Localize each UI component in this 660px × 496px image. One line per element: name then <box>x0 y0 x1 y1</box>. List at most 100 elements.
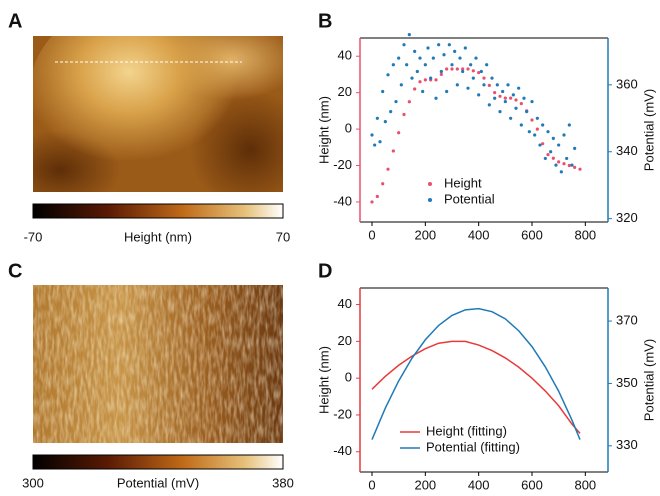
y-tick-label: 40 <box>338 296 352 311</box>
data-point <box>399 83 403 87</box>
data-point <box>490 76 494 80</box>
legend-label: Height <box>444 175 482 190</box>
data-point <box>410 76 414 80</box>
data-point <box>533 133 537 137</box>
y-tick-label: 40 <box>338 48 352 63</box>
data-point <box>386 73 390 77</box>
x-tick-label: 400 <box>468 477 490 491</box>
data-point <box>482 83 486 87</box>
data-point <box>493 91 497 95</box>
y-tick-label: -40 <box>333 193 352 208</box>
data-point <box>431 56 435 60</box>
data-point <box>474 56 478 60</box>
y-axis-label: Height (nm) <box>316 96 331 164</box>
legend-label: Height (fitting) <box>426 423 507 438</box>
data-point <box>458 56 462 60</box>
y2-tick-label: 370 <box>616 312 638 327</box>
data-point <box>559 170 563 174</box>
data-point <box>375 116 379 120</box>
data-point <box>445 67 449 71</box>
legend-label: Potential <box>444 191 495 206</box>
data-point <box>479 69 483 74</box>
data-point <box>447 43 451 47</box>
y2-tick-label: 320 <box>616 210 638 225</box>
data-point <box>477 71 481 75</box>
colorbar <box>32 203 284 219</box>
data-point <box>455 67 459 71</box>
data-point <box>498 110 502 114</box>
data-point <box>562 133 566 137</box>
data-point <box>423 78 427 82</box>
data-point <box>485 63 489 67</box>
data-point <box>407 33 411 37</box>
data-point <box>511 93 515 97</box>
data-point <box>434 78 438 82</box>
colorbar-label: Potential (mV) <box>117 475 199 490</box>
data-point <box>391 63 395 67</box>
data-point <box>389 110 393 114</box>
data-point <box>413 49 417 53</box>
data-point <box>546 130 550 134</box>
legend-label: Potential (fitting) <box>426 439 520 454</box>
data-point <box>554 163 558 167</box>
legend-marker <box>428 182 432 186</box>
data-point <box>503 96 507 100</box>
data-point <box>413 87 417 91</box>
y2-tick-label: 330 <box>616 437 638 452</box>
x-tick-label: 800 <box>574 477 596 491</box>
data-point <box>405 63 409 67</box>
x-tick-label: 600 <box>521 477 543 491</box>
y-tick-label: 20 <box>338 84 352 99</box>
data-point <box>370 133 374 137</box>
data-point <box>514 98 518 102</box>
data-point <box>402 43 406 47</box>
data-point <box>578 167 582 171</box>
data-point <box>418 80 422 84</box>
data-point <box>423 63 427 67</box>
data-point <box>381 182 385 186</box>
panel-label: B <box>318 10 332 32</box>
y-tick-label: 20 <box>338 333 352 348</box>
x-tick-label: 200 <box>414 477 436 491</box>
y-tick-label: -40 <box>333 443 352 458</box>
data-point <box>397 56 401 60</box>
data-point <box>495 83 499 87</box>
data-point <box>471 69 475 73</box>
data-point <box>527 130 531 134</box>
x-tick-label: 0 <box>368 477 375 491</box>
data-point <box>391 149 395 153</box>
data-point <box>394 99 398 104</box>
data-point <box>565 156 569 161</box>
data-point <box>501 89 505 94</box>
y2-tick-label: 350 <box>616 375 638 390</box>
data-point <box>487 103 491 107</box>
data-point <box>551 156 555 160</box>
data-point <box>439 72 443 77</box>
data-point <box>525 110 529 114</box>
data-point <box>407 100 411 104</box>
data-point <box>509 116 513 120</box>
data-point <box>567 123 571 127</box>
panel-label: D <box>318 260 332 282</box>
colorbar <box>32 454 284 470</box>
data-point <box>370 200 374 204</box>
data-point <box>378 140 382 144</box>
y2-tick-label: 360 <box>616 76 638 91</box>
data-point <box>541 123 545 127</box>
data-point <box>573 146 577 150</box>
data-point <box>445 89 449 94</box>
data-point <box>471 76 475 80</box>
data-point <box>450 67 454 71</box>
data-point <box>461 67 465 71</box>
data-point <box>434 96 438 100</box>
x-tick-label: 0 <box>368 227 375 242</box>
data-point <box>453 49 457 53</box>
data-point <box>463 46 467 50</box>
panel-label: C <box>8 260 22 282</box>
y-tick-label: -20 <box>333 406 352 421</box>
y-axis-label: Height (nm) <box>316 346 331 414</box>
data-point <box>509 96 513 100</box>
legend-marker <box>428 198 432 202</box>
data-point <box>562 162 566 166</box>
